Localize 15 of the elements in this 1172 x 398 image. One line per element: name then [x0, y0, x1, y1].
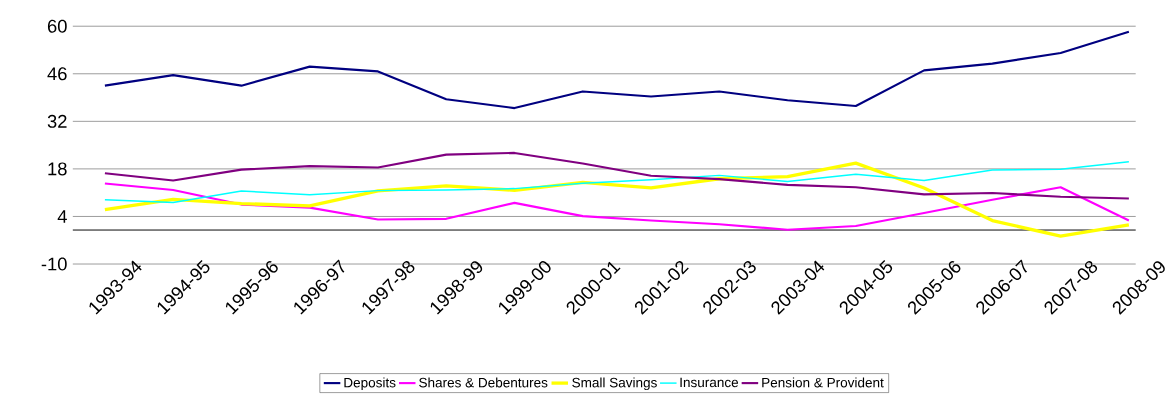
y-tick-label: 18: [48, 162, 67, 176]
line-series: [104, 161, 1130, 204]
legend-label: Deposits: [344, 377, 396, 391]
y-tick-label: -10: [41, 257, 67, 271]
y-tick-label: 32: [47, 114, 67, 128]
legend-label: Small Savings: [572, 377, 657, 391]
y-tick-label: 60: [47, 19, 67, 33]
legend-label: Shares & Debentures: [419, 377, 548, 388]
legend-label: Pension & Provident: [762, 377, 884, 388]
y-tick-label: 4: [57, 210, 67, 223]
line-series: [103, 182, 1130, 231]
line-series: [103, 151, 1130, 200]
line-series: [103, 30, 1130, 110]
y-tick-label: 46: [47, 67, 67, 81]
legend-label: Insurance: [680, 377, 739, 388]
